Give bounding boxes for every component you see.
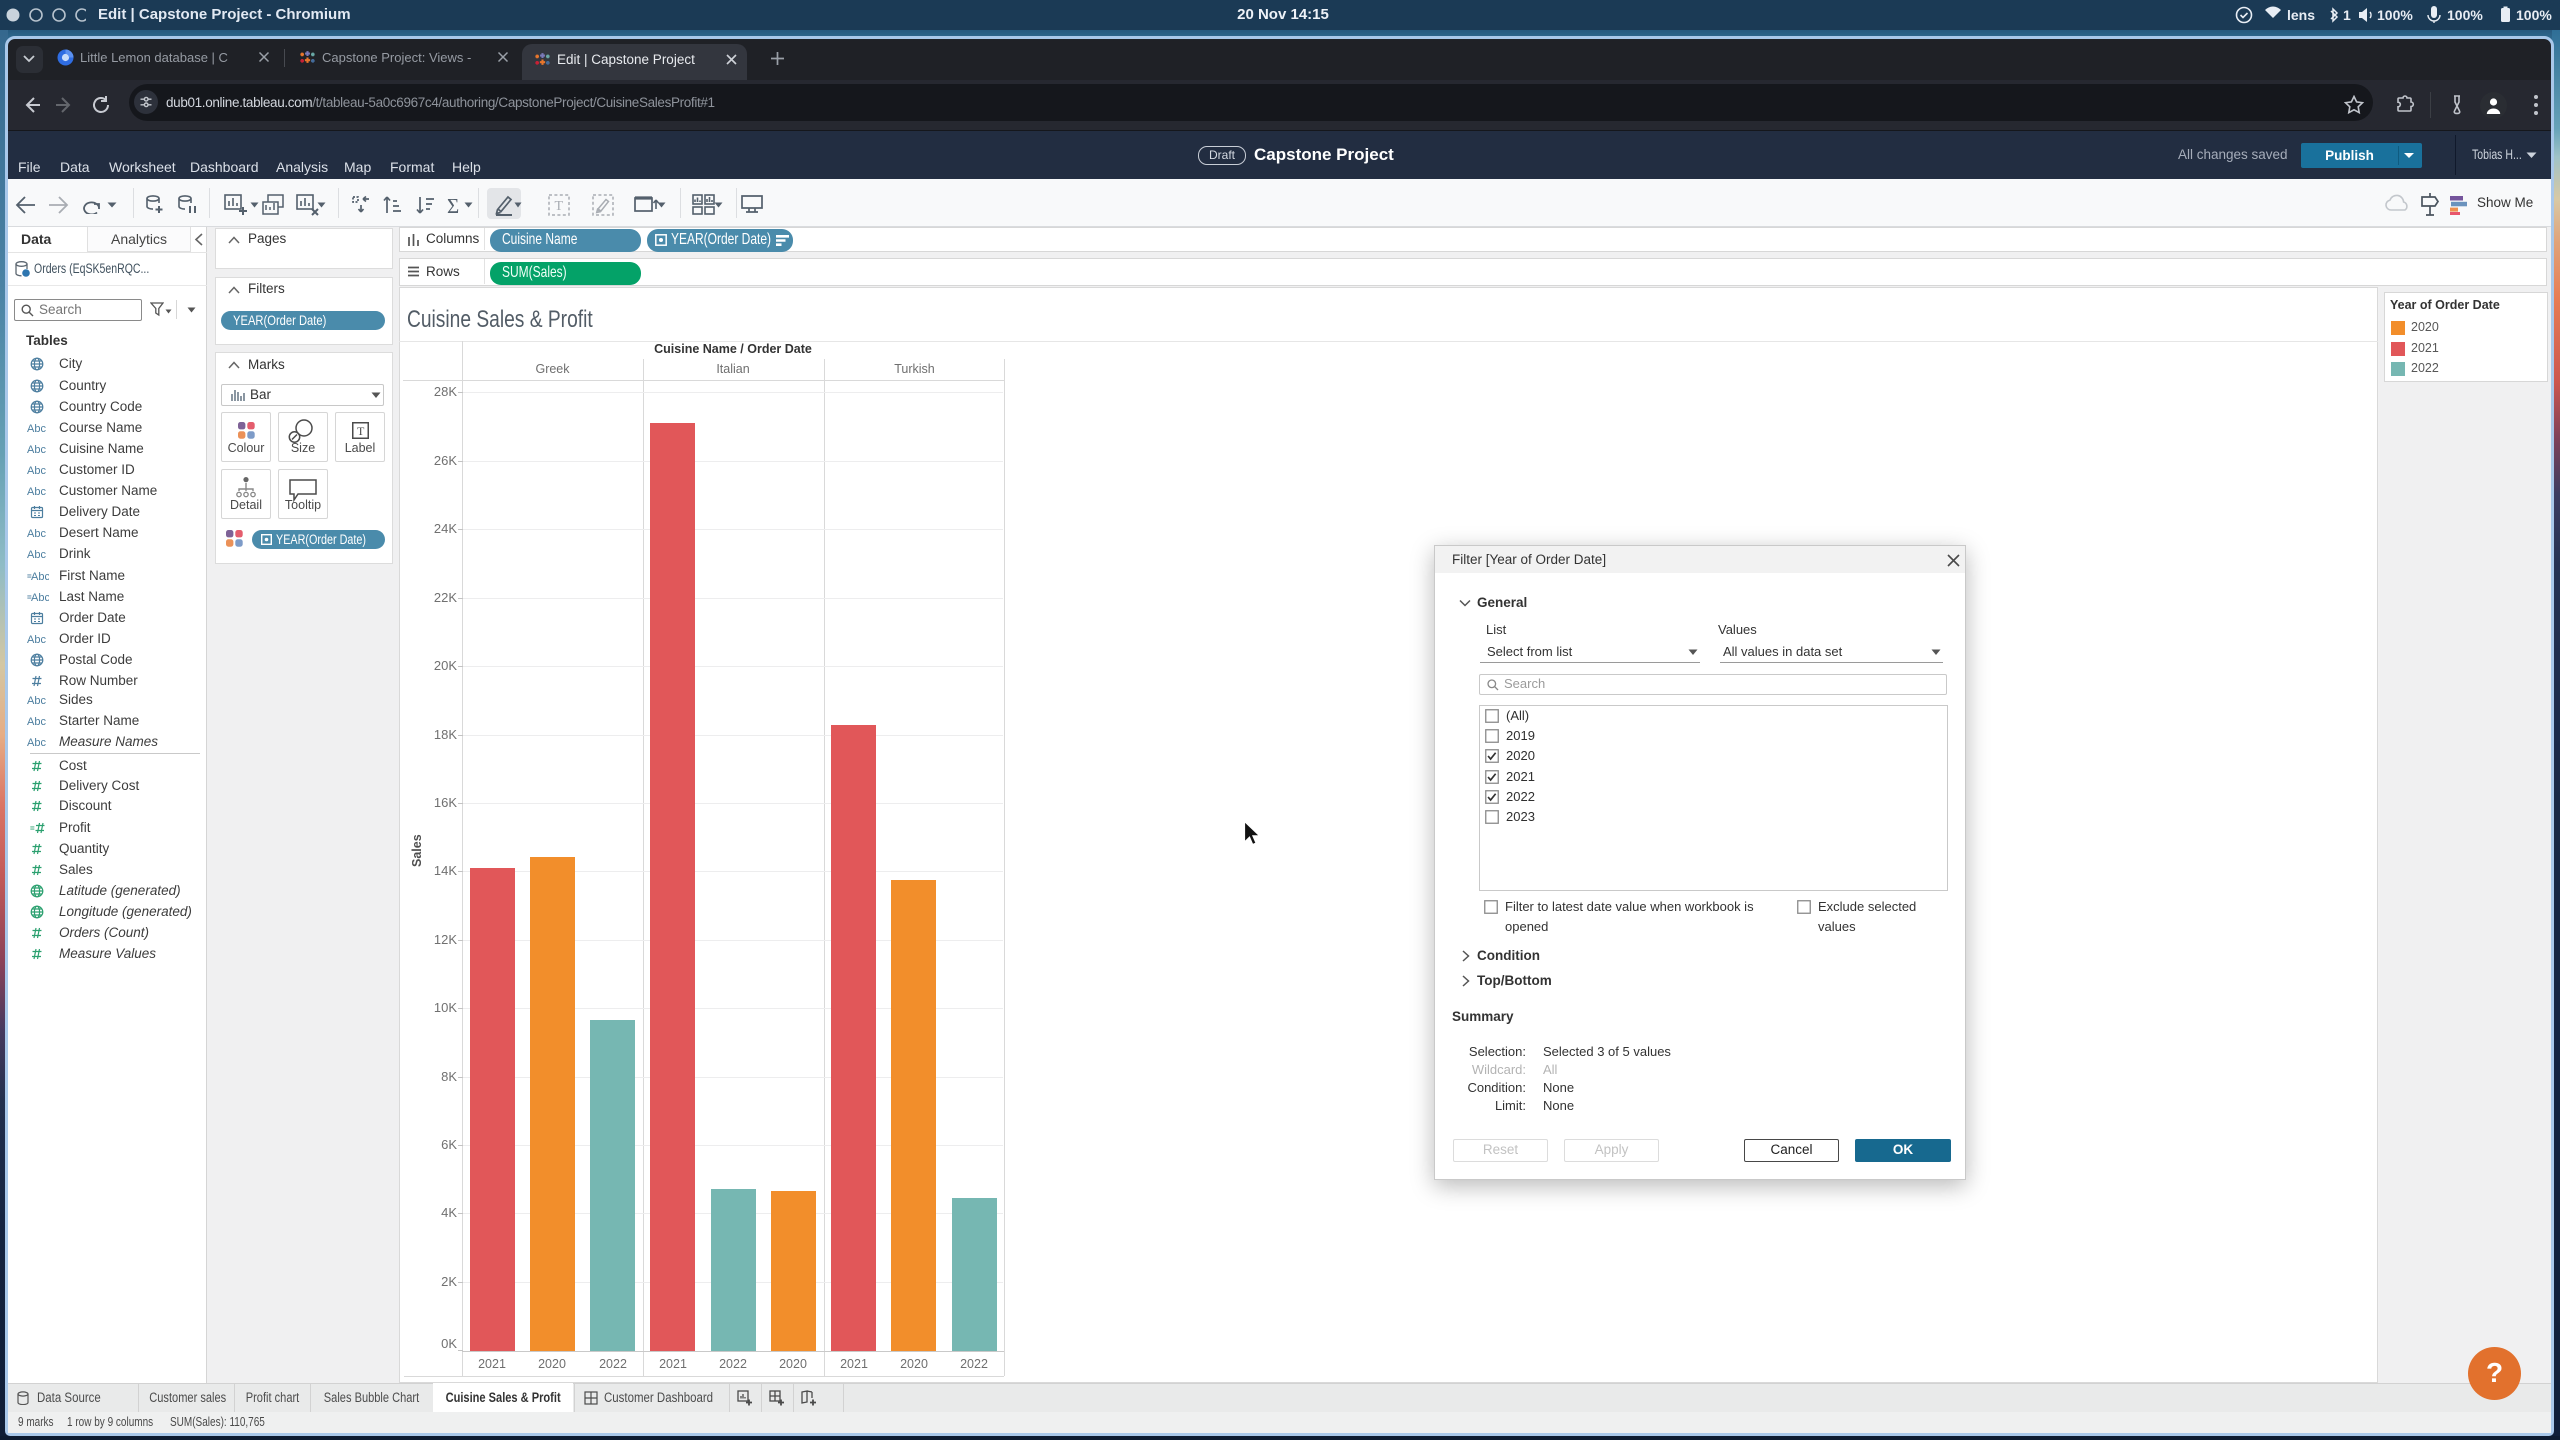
svg-text:Abc: Abc bbox=[27, 695, 46, 707]
svg-text:Abc: Abc bbox=[27, 634, 46, 646]
svg-text:Abc: Abc bbox=[27, 465, 46, 477]
svg-text:Σ: Σ bbox=[447, 194, 459, 216]
svg-text:Abc: Abc bbox=[27, 444, 46, 456]
svg-text:=: = bbox=[27, 593, 32, 602]
svg-text:100%: 100% bbox=[2447, 7, 2483, 23]
svg-text:Abc: Abc bbox=[27, 486, 46, 498]
svg-text:100%: 100% bbox=[2377, 7, 2413, 23]
svg-text:T: T bbox=[357, 424, 365, 438]
svg-text:Abc: Abc bbox=[31, 571, 49, 583]
svg-text:Abc: Abc bbox=[27, 716, 46, 728]
svg-text:1: 1 bbox=[2343, 7, 2351, 23]
svg-text:Abc: Abc bbox=[27, 737, 46, 749]
svg-text:=: = bbox=[30, 824, 35, 833]
svg-text:Abc: Abc bbox=[27, 423, 46, 435]
svg-text:Abc: Abc bbox=[27, 549, 46, 561]
svg-text:Abc: Abc bbox=[27, 528, 46, 540]
svg-text:Abc: Abc bbox=[31, 592, 49, 604]
svg-text:T: T bbox=[555, 199, 564, 214]
svg-text:100%: 100% bbox=[2516, 7, 2552, 23]
svg-text:lens: lens bbox=[2287, 7, 2315, 23]
svg-text:=: = bbox=[27, 572, 32, 581]
